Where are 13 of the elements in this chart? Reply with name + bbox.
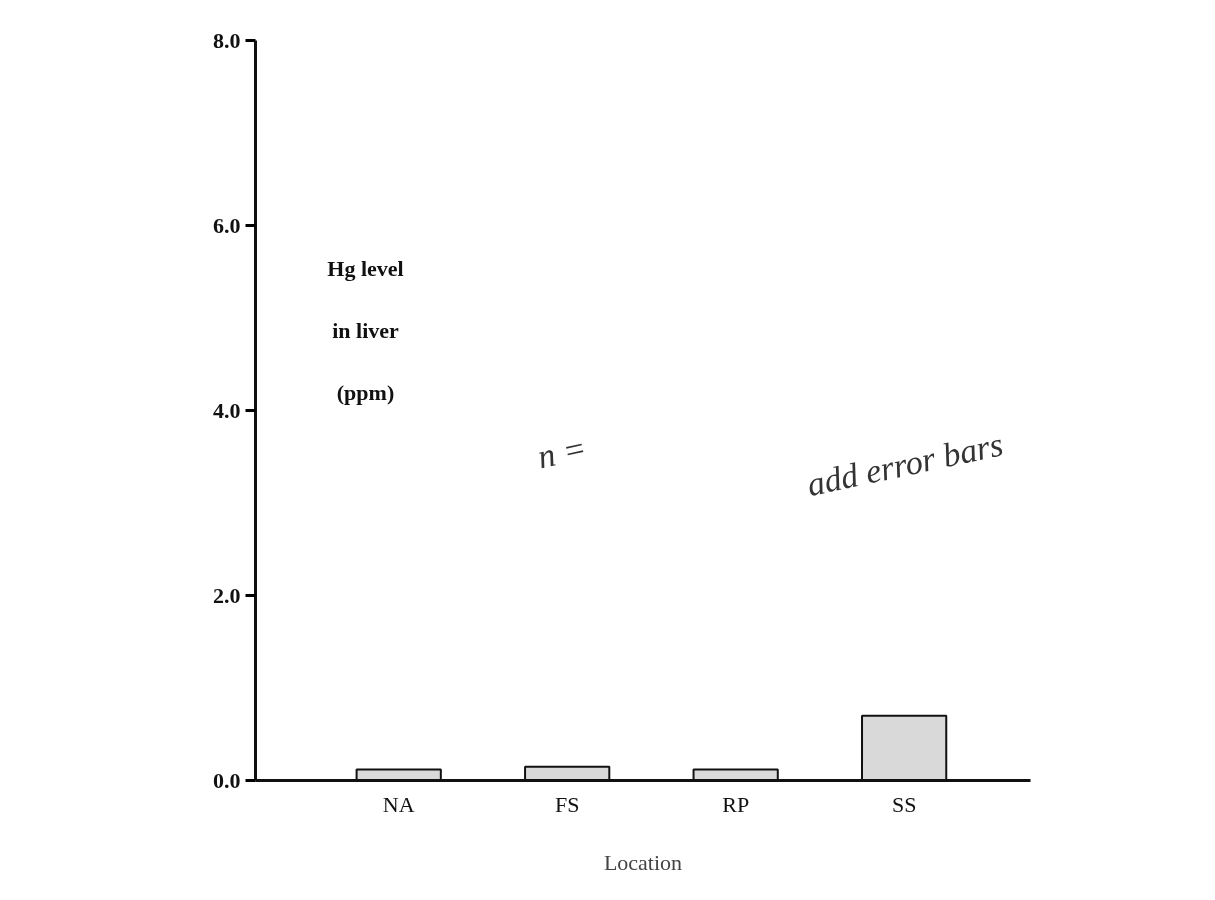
y-tick-label: 8.0 xyxy=(213,27,241,53)
y-tick-label: 4.0 xyxy=(213,397,241,423)
annotation: add error bars xyxy=(803,425,1007,503)
x-tick-label: NA xyxy=(382,791,415,817)
y-tick-label: 0.0 xyxy=(213,767,241,793)
x-tick-label: FS xyxy=(554,791,580,817)
x-tick-label: RP xyxy=(722,791,750,817)
annotation: n = xyxy=(534,428,590,476)
y-tick-label: 6.0 xyxy=(213,212,241,238)
text: Hg level in liver (ppm) xyxy=(327,255,404,405)
x-axis-title: Location xyxy=(603,849,683,875)
y-tick-label: 2.0 xyxy=(213,582,241,608)
x-tick-label: SS xyxy=(891,791,917,817)
